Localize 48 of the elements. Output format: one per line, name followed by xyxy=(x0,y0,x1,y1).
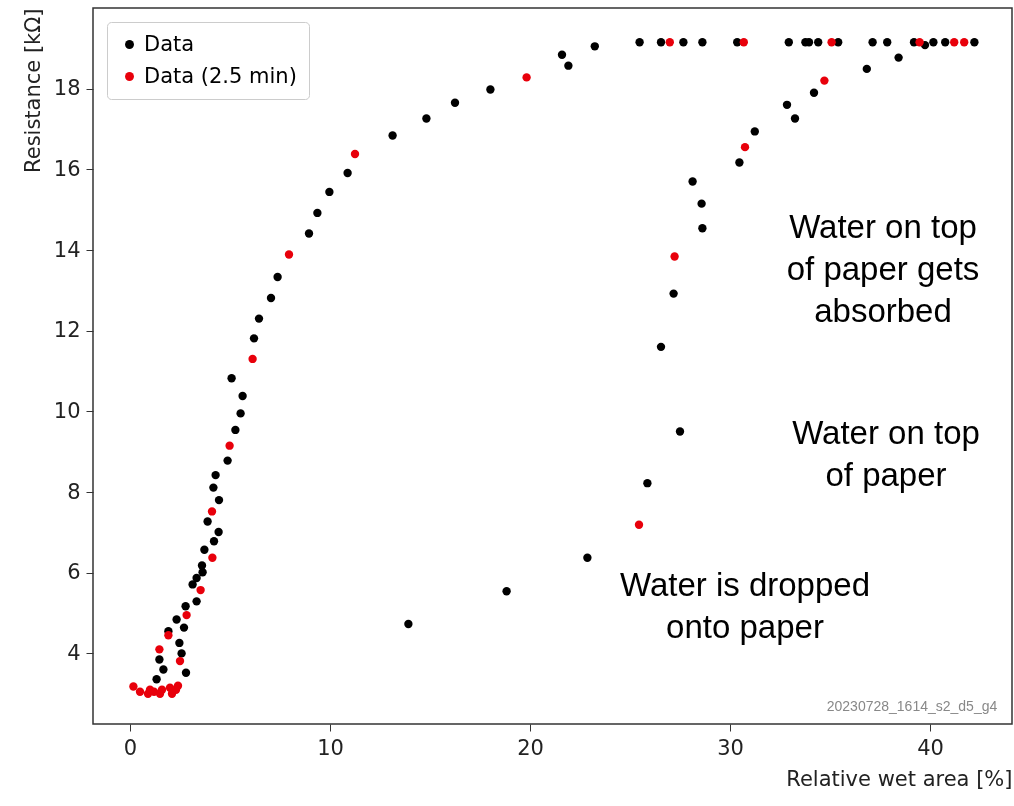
point xyxy=(950,38,959,47)
annotation: 20230728_1614_s2_d5_g4 xyxy=(826,698,998,714)
legend-label: Data xyxy=(144,31,195,56)
x-tick-label: 40 xyxy=(917,735,944,760)
annotation: Water on top of paper gets absorbed xyxy=(786,208,980,330)
point xyxy=(820,76,829,85)
point xyxy=(165,683,175,692)
x-axis-title: Relative wet area [%] xyxy=(786,766,1013,791)
point xyxy=(129,682,138,691)
y-tick-label: 4 xyxy=(67,640,81,665)
y-axis-title: Resistance [kΩ] xyxy=(20,8,45,173)
x-tick-label: 10 xyxy=(317,735,344,760)
point xyxy=(350,149,360,159)
y-tick-label: 6 xyxy=(67,560,81,585)
y-tick-label: 12 xyxy=(53,318,81,343)
x-tick-label: 30 xyxy=(717,735,744,760)
y-tick-label: 16 xyxy=(53,156,81,181)
point xyxy=(960,38,969,47)
point xyxy=(182,610,191,620)
y-tick-label: 14 xyxy=(53,237,81,262)
annotation: Water on top of paper xyxy=(792,414,980,494)
point xyxy=(740,142,750,152)
point xyxy=(284,250,294,259)
point xyxy=(135,687,145,696)
annotation: Water is dropped onto paper xyxy=(619,566,871,646)
point xyxy=(207,507,217,516)
point xyxy=(665,38,674,47)
point xyxy=(827,38,836,47)
point xyxy=(739,38,748,47)
y-tick-label: 8 xyxy=(67,479,81,504)
point xyxy=(670,252,679,261)
point xyxy=(225,441,234,450)
legend-label: Data (2.5 min) xyxy=(144,63,297,88)
point xyxy=(173,681,183,690)
point xyxy=(915,38,924,47)
point xyxy=(175,656,185,666)
point xyxy=(157,685,167,694)
point xyxy=(522,73,531,82)
y-tick-label: 10 xyxy=(53,398,81,423)
x-tick-label: 20 xyxy=(517,735,544,760)
point xyxy=(155,645,164,654)
y-tick-label: 18 xyxy=(53,76,81,101)
point xyxy=(164,631,173,640)
x-tick-label: 0 xyxy=(123,735,138,760)
point xyxy=(208,553,217,562)
point xyxy=(196,585,205,595)
point xyxy=(248,354,257,364)
point xyxy=(634,520,644,529)
